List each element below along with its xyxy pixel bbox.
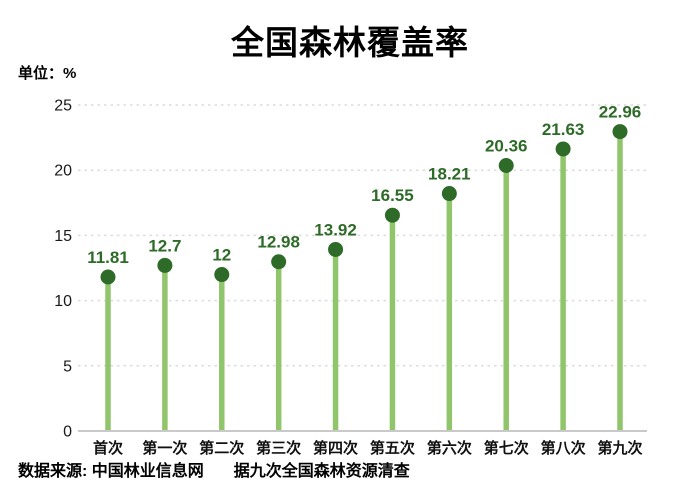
lollipop-dot [214,267,230,283]
unit-label: 单位：% [18,65,77,82]
y-tick-label: 20 [54,163,72,180]
lollipop-dot [498,158,514,174]
lollipop-dot [271,254,287,270]
x-tick-label: 第四次 [313,439,358,457]
data-source-text: 数据来源: 中国林业信息网 [18,463,204,480]
lollipop-dot [384,207,400,223]
x-tick-label: 第九次 [597,439,642,457]
x-tick-label: 第七次 [484,439,529,457]
x-tick-label: 第一次 [142,439,187,457]
value-label: 12.98 [257,233,300,252]
value-label: 22.96 [599,103,642,122]
value-label: 16.55 [371,186,414,205]
x-tick-label: 第六次 [427,439,472,457]
value-label: 21.63 [542,120,585,139]
x-tick-label: 第五次 [370,439,415,457]
lollipop-dot [612,124,628,140]
x-tick-label: 第三次 [256,439,301,457]
value-label: 20.36 [485,137,528,156]
lollipop-dot [328,241,344,257]
lollipop-dot [100,269,116,285]
x-tick-label: 首次 [93,439,123,457]
value-label: 18.21 [428,165,471,184]
lollipop-dot [555,141,571,157]
y-tick-label: 5 [63,358,72,375]
y-tick-label: 0 [63,424,72,441]
x-tick-label: 第八次 [541,439,586,457]
y-tick-label: 15 [54,228,72,245]
survey-note-text: 据九次全国森林资源清查 [233,463,410,480]
footer-note: 数据来源: 中国林业信息网 据九次全国森林资源清查 [18,457,688,481]
y-tick-label: 25 [54,98,72,115]
y-tick-label: 10 [54,293,72,310]
lollipop-dot [441,186,457,202]
value-label: 11.81 [87,248,129,267]
chart-title: 全国森林覆盖率 [231,24,469,61]
x-tick-label: 第二次 [199,439,244,457]
value-label: 12 [212,246,231,265]
value-label: 12.7 [148,236,181,255]
value-label: 13.92 [314,220,357,239]
lollipop-dot [157,257,173,273]
